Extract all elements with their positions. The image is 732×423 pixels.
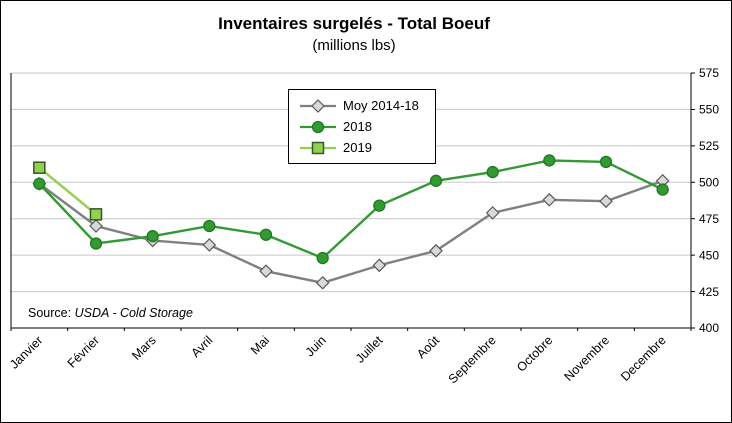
y-axis-label: 450 bbox=[699, 248, 719, 262]
marker-circle bbox=[656, 183, 669, 196]
legend-sample bbox=[300, 98, 336, 113]
marker-diamond bbox=[202, 238, 217, 252]
legend-label: Moy 2014-18 bbox=[343, 98, 419, 113]
marker-circle bbox=[259, 228, 273, 241]
marker-diamond bbox=[89, 219, 103, 233]
marker-circle bbox=[599, 155, 613, 169]
y-axis-label: 550 bbox=[699, 103, 719, 117]
x-axis-label: Juillet bbox=[353, 333, 386, 366]
marker-diamond bbox=[315, 275, 330, 290]
source-text: USDA - Cold Storage bbox=[74, 306, 193, 320]
x-axis-label: Mars bbox=[129, 333, 159, 363]
marker-circle bbox=[316, 251, 329, 265]
x-axis-label: Octobre bbox=[514, 333, 555, 374]
marker-diamond bbox=[259, 264, 273, 279]
x-axis-label: Février bbox=[65, 333, 102, 370]
marker-circle bbox=[429, 174, 443, 187]
y-axis-label: 575 bbox=[699, 66, 719, 80]
marker-square bbox=[89, 208, 103, 221]
marker-circle bbox=[543, 154, 556, 167]
marker-diamond bbox=[372, 258, 387, 273]
x-axis-label: Août bbox=[414, 333, 442, 361]
legend: Moy 2014-18 2018 2019 bbox=[288, 89, 436, 164]
marker-circle bbox=[203, 219, 216, 233]
x-axis-label: Mai bbox=[248, 333, 272, 357]
y-axis-label: 525 bbox=[699, 139, 719, 153]
marker-square bbox=[311, 141, 325, 154]
marker-circle bbox=[373, 199, 386, 212]
legend-item: 2018 bbox=[299, 119, 419, 134]
marker-circle bbox=[486, 165, 499, 179]
x-axis-label: Janvier bbox=[7, 333, 45, 371]
marker-diamond bbox=[311, 98, 325, 113]
series-line-2018 bbox=[38, 159, 664, 260]
x-axis-label: Novembre bbox=[561, 333, 612, 384]
legend-label: 2019 bbox=[343, 140, 372, 155]
legend-sample bbox=[300, 141, 336, 154]
chart-subtitle: (millions lbs) bbox=[312, 37, 396, 54]
series-line-2019 bbox=[38, 166, 97, 216]
marker-circle bbox=[146, 230, 159, 243]
y-axis-label: 425 bbox=[699, 285, 719, 299]
marker-diamond bbox=[485, 206, 500, 220]
x-axis-label: Septembre bbox=[446, 333, 499, 386]
legend-item: 2019 bbox=[299, 140, 419, 155]
marker-square bbox=[33, 161, 46, 174]
marker-circle bbox=[311, 120, 325, 133]
marker-circle bbox=[89, 237, 103, 250]
legend-sample bbox=[300, 120, 336, 133]
y-axis-label: 475 bbox=[699, 212, 719, 226]
legend-item: Moy 2014-18 bbox=[299, 98, 419, 113]
source-prefix: Source: bbox=[28, 306, 72, 320]
y-axis-label: 500 bbox=[699, 175, 719, 189]
x-axis-label: Avril bbox=[189, 333, 216, 360]
x-axis-label: Decembre bbox=[618, 333, 669, 384]
marker-diamond bbox=[599, 194, 613, 209]
marker-diamond bbox=[429, 243, 443, 258]
y-axis-label: 400 bbox=[699, 321, 719, 335]
chart-title: Inventaires surgelés - Total Boeuf bbox=[218, 14, 490, 33]
source-note: Source: USDA - Cold Storage bbox=[28, 306, 193, 320]
legend-label: 2018 bbox=[343, 119, 372, 134]
marker-circle bbox=[33, 177, 46, 190]
x-axis-label: Juin bbox=[303, 333, 329, 359]
marker-diamond bbox=[542, 192, 557, 207]
